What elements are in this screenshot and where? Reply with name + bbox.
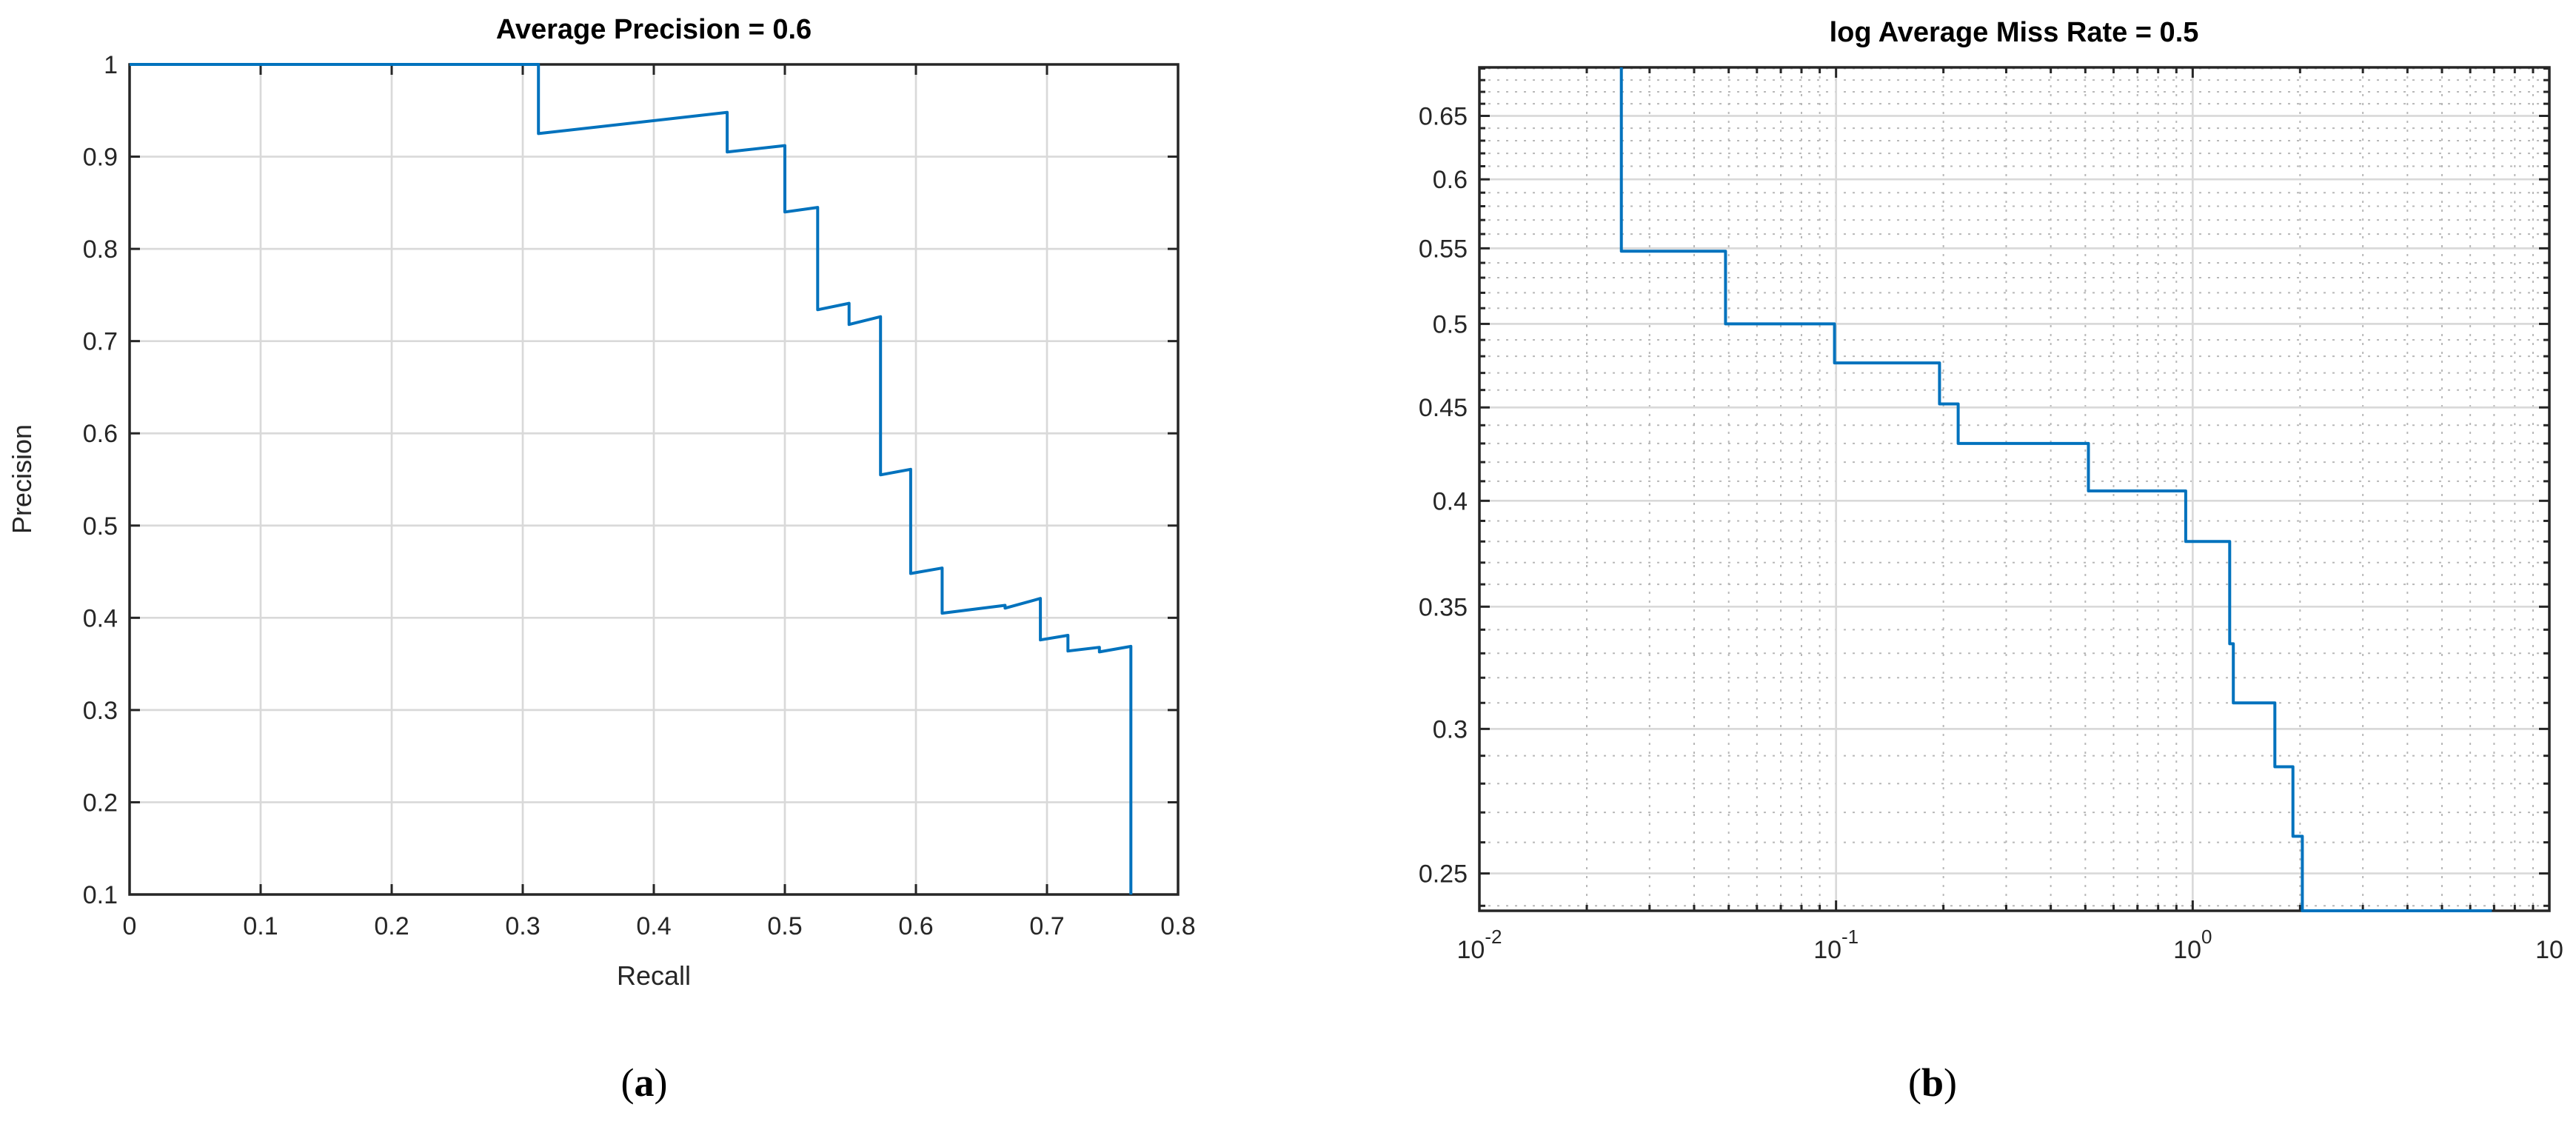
pr-tick-labels: 0 0.1 0.2 0.3 0.4 0.5 0.6 0.7 0.80.10.20.30.40.5…: [83, 51, 1196, 940]
y-tick-label: 0.5: [1433, 310, 1468, 338]
y-tick-label: 0.65: [1419, 102, 1468, 130]
caption-b-open: (: [1908, 1060, 1921, 1105]
y-tick-label: 0.4: [1433, 487, 1468, 515]
y-tick-label: 0.25: [1419, 860, 1468, 889]
y-tick-label: 0.45: [1419, 394, 1468, 422]
y-tick-label: 0.5: [83, 512, 118, 541]
x-tick-label: 0.7: [1029, 912, 1064, 940]
x-tick-label: 0.6: [898, 912, 933, 940]
y-tick-label: 0.8: [83, 235, 118, 264]
y-tick-label: 0.3: [1433, 715, 1468, 743]
x-tick-label: 10-1: [1813, 926, 1859, 964]
x-tick-label: 0.3: [505, 912, 540, 940]
miss-rate-curve-line: [1619, 67, 2492, 912]
y-tick-label: 0.6: [1433, 166, 1468, 194]
pr-x-axis-label: Recall: [617, 960, 691, 991]
pr-plot: 0 0.1 0.2 0.3 0.4 0.5 0.6 0.7 0.80.10.20.30.40.5…: [7, 14, 1196, 991]
y-tick-label: 0.9: [83, 144, 118, 172]
pr-curve-line: [130, 63, 1133, 894]
miss-rate-title: log Average Miss Rate = 0.5: [1830, 17, 2199, 48]
miss-rate-tick-labels: 10-2 10-1 100 10 0.25 0.3 0.35 0.4 0.45 0.5 0.55 0.…: [1419, 102, 2563, 964]
miss-rate-plot: 10-2 10-1 100 10 0.25 0.3 0.35 0.4 0.45 0.5 0.55 0.…: [1419, 17, 2563, 964]
y-tick-label: 0.7: [83, 328, 118, 356]
y-tick-label: 0.35: [1419, 593, 1468, 621]
x-tick-label: 10-2: [1457, 926, 1502, 964]
caption-a-open: (: [621, 1060, 635, 1105]
pr-axis-box: [128, 63, 1180, 896]
caption-a: (a): [621, 1060, 668, 1105]
miss-rate-axis-box: [1478, 66, 2551, 912]
y-tick-label: 0.3: [83, 697, 118, 725]
x-tick-label: 0.2: [374, 912, 409, 940]
y-tick-label: 0.4: [83, 604, 118, 632]
caption-b: (b): [1908, 1060, 1957, 1105]
miss-rate-curve: [1619, 67, 2492, 912]
y-tick-label: 0.1: [83, 881, 118, 909]
caption-b-close: ): [1944, 1060, 1957, 1105]
pr-gridlines: [130, 64, 1178, 894]
x-tick-label: 100: [2173, 926, 2212, 964]
miss-rate-gridlines: [1479, 67, 2549, 911]
x-tick-label: 0.1: [243, 912, 278, 940]
pr-y-axis-label: Precision: [7, 424, 37, 534]
y-tick-label: 1: [104, 51, 118, 79]
x-tick-label: 0.8: [1160, 912, 1195, 940]
x-tick-label: 10: [2535, 936, 2563, 964]
axis-box: [1478, 66, 2551, 912]
caption-a-close: ): [655, 1060, 668, 1105]
y-tick-label: 0.2: [83, 789, 118, 817]
y-tick-label: 0.6: [83, 420, 118, 448]
caption-a-letter: a: [635, 1060, 655, 1105]
x-tick-label: 0: [123, 912, 137, 940]
x-tick-label: 0.4: [636, 912, 671, 940]
caption-b-letter: b: [1921, 1060, 1944, 1105]
x-tick-label: 0.5: [767, 912, 802, 940]
pr-title: Average Precision = 0.6: [496, 14, 812, 45]
pr-curve: [130, 63, 1133, 894]
y-tick-label: 0.55: [1419, 235, 1468, 263]
